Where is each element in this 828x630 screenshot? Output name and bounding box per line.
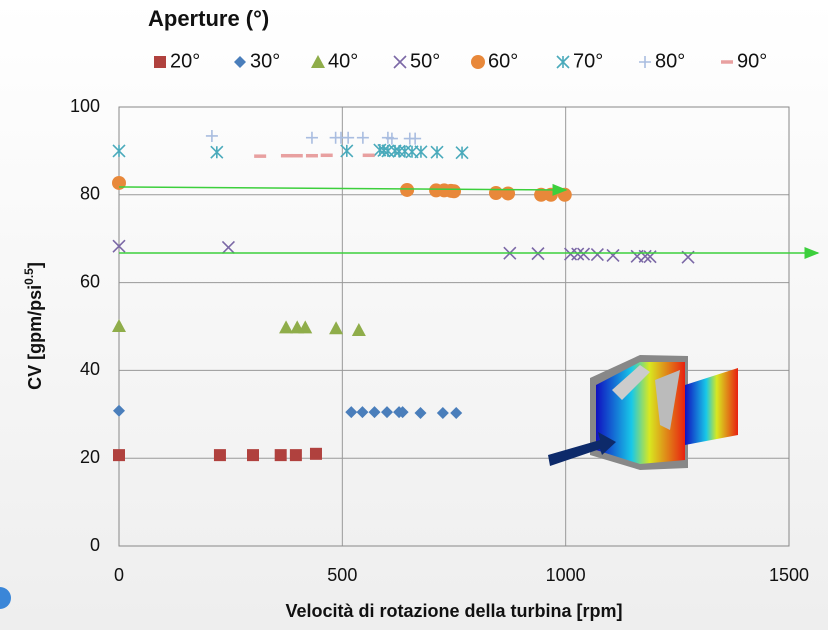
point bbox=[290, 449, 302, 461]
point bbox=[501, 186, 515, 200]
point bbox=[112, 176, 126, 190]
y-tick-label: 60 bbox=[80, 271, 100, 291]
legend-label: 90° bbox=[737, 50, 767, 72]
legend-label: 80° bbox=[655, 50, 685, 72]
legend-marker bbox=[154, 56, 166, 68]
legend-label: 60° bbox=[488, 50, 518, 72]
legend-label: 30° bbox=[250, 50, 280, 72]
x-tick-label: 1500 bbox=[769, 565, 809, 585]
y-tick-label: 20 bbox=[80, 447, 100, 467]
legend-label: 40° bbox=[328, 50, 358, 72]
point bbox=[310, 448, 322, 460]
y-axis-label-end: ] bbox=[25, 262, 45, 268]
legend-marker bbox=[471, 55, 485, 69]
x-axis-label: Velocità di rotazione della turbina [rpm… bbox=[285, 601, 622, 621]
point bbox=[447, 184, 461, 198]
legend-label: 20° bbox=[170, 50, 200, 72]
x-tick-label: 1000 bbox=[546, 565, 586, 585]
point bbox=[275, 449, 287, 461]
y-tick-label: 40 bbox=[80, 359, 100, 379]
x-tick-label: 0 bbox=[114, 565, 124, 585]
point bbox=[400, 183, 414, 197]
y-tick-label: 100 bbox=[70, 96, 100, 116]
y-tick-label: 0 bbox=[90, 535, 100, 555]
y-tick-label: 80 bbox=[80, 184, 100, 204]
chart: Aperture (°) Velocità di rotazione della… bbox=[0, 0, 828, 630]
point bbox=[214, 449, 226, 461]
legend-label: 70° bbox=[573, 50, 603, 72]
legend-title: Aperture (°) bbox=[148, 6, 269, 31]
legend-label: 50° bbox=[410, 50, 440, 72]
point bbox=[247, 449, 259, 461]
point bbox=[113, 449, 125, 461]
y-axis-label-sup: 0.5 bbox=[22, 268, 36, 285]
point bbox=[489, 186, 503, 200]
y-axis-label-text: CV [gpm/psi bbox=[25, 285, 45, 390]
background bbox=[0, 0, 828, 630]
x-tick-label: 500 bbox=[327, 565, 357, 585]
